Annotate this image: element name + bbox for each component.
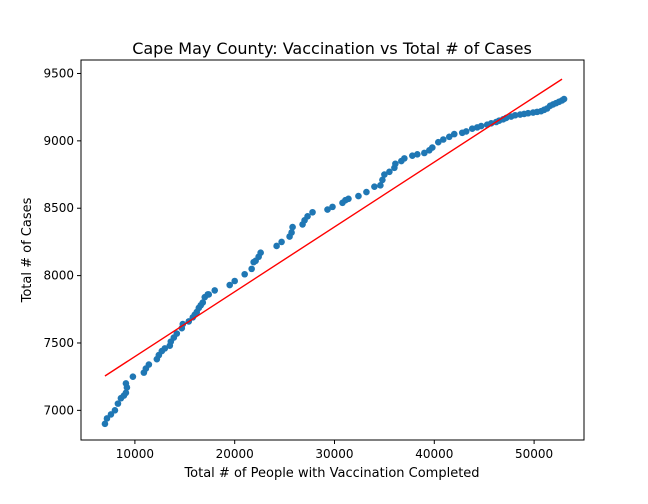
data-point	[386, 168, 393, 176]
data-point	[434, 138, 442, 146]
data-point	[309, 208, 316, 216]
data-point	[289, 223, 296, 231]
data-point	[363, 188, 370, 196]
x-axis-ticks: 10000 20000 30000 40000 50000	[116, 440, 553, 461]
x-tick-label: 40000	[415, 447, 453, 461]
data-point	[122, 389, 130, 397]
data-point	[107, 411, 115, 418]
y-axis-label: Total # of Cases	[20, 197, 35, 303]
data-point	[511, 111, 519, 119]
data-point	[329, 203, 336, 211]
data-point	[145, 361, 153, 368]
x-tick-label: 10000	[116, 447, 154, 461]
x-tick-label: 50000	[515, 447, 553, 461]
x-tick-label: 30000	[315, 447, 353, 461]
chart-title: Cape May County: Vaccination vs Total # …	[132, 39, 532, 58]
data-point	[487, 120, 495, 127]
data-point	[462, 128, 470, 135]
y-tick-label: 9000	[43, 134, 74, 148]
data-point	[355, 192, 362, 200]
plot-frame	[80, 59, 585, 441]
y-tick-label: 9500	[43, 66, 74, 80]
data-point	[324, 206, 331, 213]
x-axis-label: Total # of People with Vaccination Compl…	[183, 466, 479, 481]
data-point	[401, 155, 408, 162]
data-point	[231, 277, 238, 285]
data-point	[345, 195, 352, 203]
data-point	[304, 213, 311, 220]
y-tick-label: 8000	[43, 269, 74, 283]
data-point	[103, 415, 111, 422]
data-point	[111, 407, 119, 414]
data-point	[288, 229, 295, 236]
y-tick-label: 7000	[43, 403, 74, 417]
data-point	[439, 136, 447, 143]
data-point	[429, 144, 436, 151]
data-point	[381, 171, 388, 178]
data-point	[199, 299, 207, 306]
data-point	[421, 149, 428, 157]
fit-line-layer	[104, 78, 563, 377]
data-point	[273, 242, 280, 250]
data-point	[409, 152, 416, 159]
y-tick-label: 8500	[43, 201, 74, 215]
data-point	[114, 400, 122, 407]
data-point	[241, 270, 248, 278]
y-axis-ticks: 7000 7500 8000 8500 9000 9500	[43, 66, 81, 417]
data-point	[129, 373, 137, 380]
data-point	[560, 95, 568, 103]
x-tick-label: 20000	[216, 447, 254, 461]
data-point	[371, 183, 378, 190]
data-point	[468, 125, 476, 133]
data-point	[414, 151, 421, 158]
data-point	[450, 130, 458, 138]
data-point	[524, 109, 532, 117]
data-point	[248, 265, 255, 273]
data-point	[445, 133, 453, 141]
data-point	[392, 160, 399, 168]
data-point	[477, 122, 485, 130]
data-point	[173, 330, 181, 337]
data-point	[122, 380, 130, 387]
data-point	[226, 281, 233, 289]
data-point	[278, 238, 285, 246]
data-point	[257, 249, 264, 256]
y-tick-label: 7500	[43, 336, 74, 350]
data-point	[205, 291, 213, 298]
data-point	[377, 182, 384, 189]
data-point	[379, 176, 386, 184]
data-point	[211, 287, 219, 294]
fit-line	[104, 78, 563, 377]
data-point	[101, 420, 109, 428]
data-point	[161, 345, 169, 352]
